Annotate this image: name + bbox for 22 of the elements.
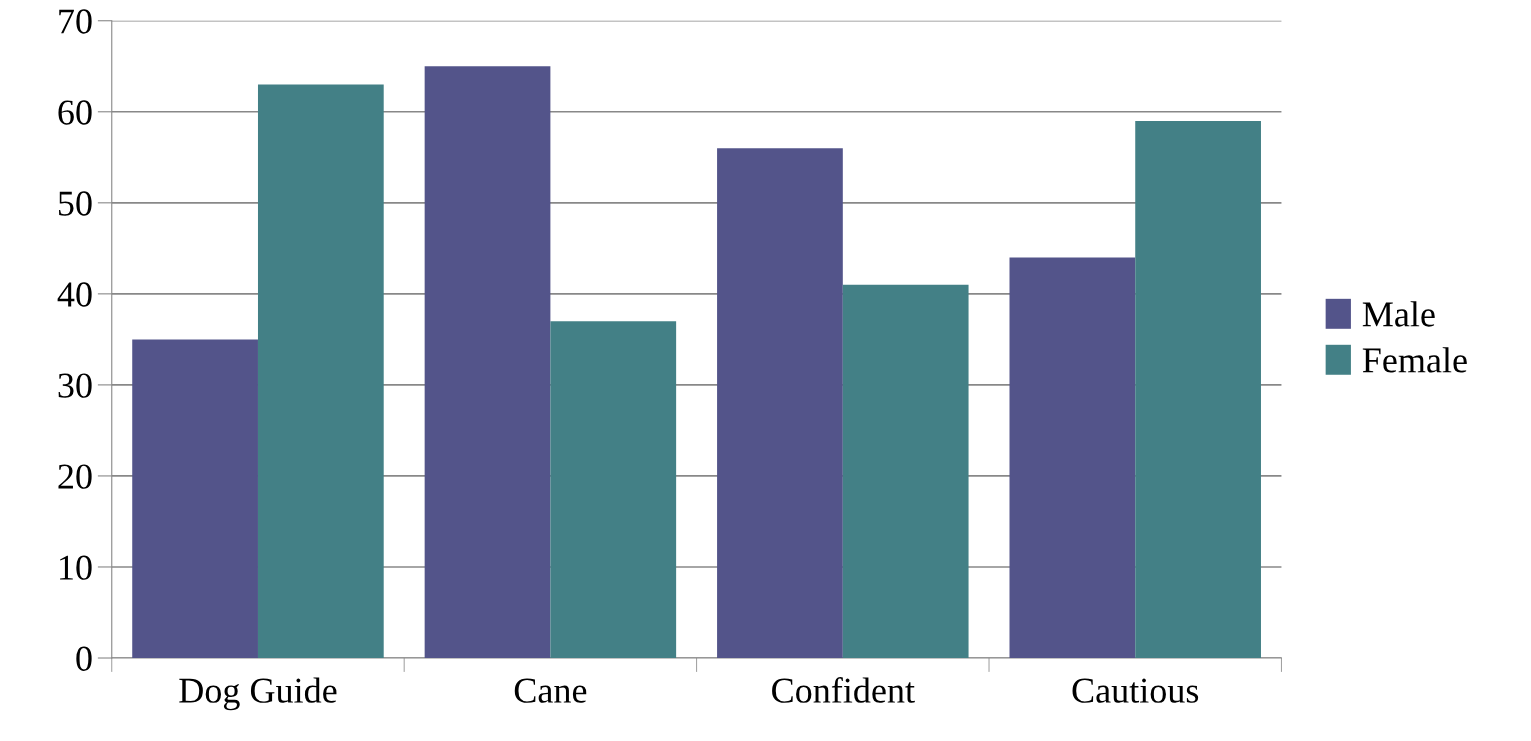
x-tick-label: Cautious [1072,678,1199,703]
bar [1009,257,1136,659]
y-tick-label: 10 [60,555,92,580]
bar [257,84,384,659]
bar [842,284,969,659]
y-tick-label: 20 [58,464,92,489]
x-tick-label: Cane [514,678,587,703]
y-tick-label: 50 [59,191,92,216]
y-tick-label: 30 [58,373,92,398]
x-tick-label: Confident [772,677,915,703]
bar [550,321,677,659]
x-tick-label: Dog Guide [179,677,337,711]
bar [1135,120,1261,659]
y-tick-label: 60 [58,100,92,125]
legend-label: Male [1362,301,1435,327]
legend-label: Female [1362,347,1467,373]
bar [717,148,843,659]
bar [132,339,258,659]
bar [424,66,551,659]
y-tick-label: 0 [76,646,92,671]
y-tick-label: 70 [59,9,92,34]
y-tick-label: 40 [57,282,92,307]
